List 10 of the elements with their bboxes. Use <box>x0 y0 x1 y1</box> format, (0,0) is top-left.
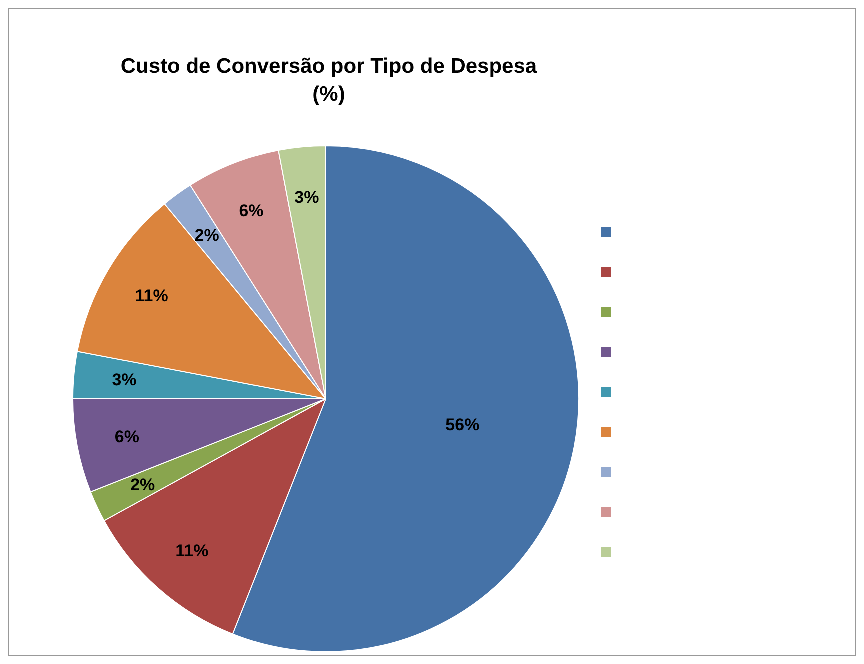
data-label: 2% <box>130 476 156 495</box>
data-label: 11% <box>135 286 168 306</box>
data-label: 6% <box>114 427 140 446</box>
data-label: 56% <box>446 416 480 435</box>
data-label: 2% <box>194 226 220 245</box>
data-label: 11% <box>176 541 209 560</box>
data-label: 3% <box>112 370 137 390</box>
chart-title: Custo de Conversão por Tipo de Despesa (%) <box>120 54 538 108</box>
data-label: 3% <box>294 188 320 207</box>
data-label: 6% <box>239 201 264 220</box>
